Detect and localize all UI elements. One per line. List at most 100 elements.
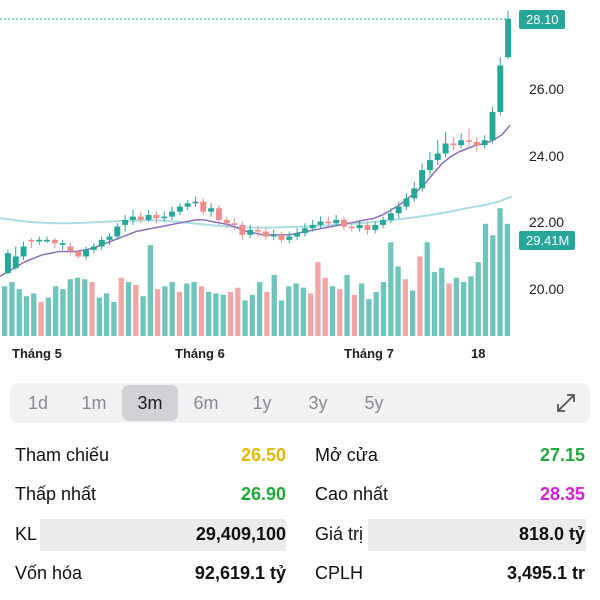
candle-body — [145, 214, 152, 220]
volume-bar — [249, 294, 255, 336]
low-value: 26.90 — [240, 484, 286, 504]
candle-body — [122, 219, 129, 225]
candle-body — [450, 143, 457, 146]
candle-body — [231, 223, 238, 225]
volume-bar — [300, 287, 306, 336]
volume-bar — [417, 256, 423, 336]
open-value: 27.15 — [539, 445, 585, 465]
expand-icon[interactable] — [554, 391, 578, 415]
volume-bar — [315, 262, 321, 336]
candle-body — [36, 239, 43, 242]
timeframe-3m[interactable]: 3m — [122, 385, 178, 421]
candle-body — [380, 219, 387, 225]
candle-body — [200, 201, 207, 212]
candle-body — [325, 221, 332, 224]
volume-bar — [351, 294, 357, 336]
candle-body — [98, 239, 105, 247]
candle-body — [114, 226, 121, 237]
candle-body — [481, 140, 488, 146]
volume-bar — [439, 267, 445, 336]
volume-bar — [96, 297, 102, 336]
open-label: Mở cửa — [315, 445, 378, 465]
volume-bar — [235, 287, 241, 336]
volume-bar — [74, 277, 81, 336]
timeframe-5y[interactable]: 5y — [364, 392, 384, 413]
volume-bar — [155, 289, 161, 336]
candle-body — [458, 140, 465, 146]
volume-bar — [147, 245, 153, 336]
y-tick-26: 26.00 — [529, 81, 565, 97]
candle-body — [497, 65, 504, 112]
volume-bar — [67, 279, 73, 336]
volume-bar — [278, 300, 285, 336]
volume-bar — [53, 286, 59, 336]
volume-bar — [133, 284, 139, 336]
volume-bar — [293, 283, 299, 336]
candle-body — [395, 206, 402, 214]
volume-bar — [366, 299, 372, 336]
candle-body — [466, 140, 472, 142]
candle-body — [75, 251, 82, 257]
volume-bar — [475, 262, 481, 336]
candle-body — [426, 160, 433, 171]
turnover-shade — [368, 519, 586, 551]
timeframe-1y[interactable]: 1y — [252, 392, 272, 413]
candle-body — [12, 256, 19, 269]
volume-bar — [388, 242, 394, 336]
timeframe-6m[interactable]: 6m — [193, 392, 219, 413]
turnover-label: Giá trị — [315, 524, 364, 544]
candle-body — [403, 198, 410, 207]
high-label: Cao nhất — [315, 484, 389, 504]
volume-bar — [322, 277, 328, 336]
volume-bar — [140, 296, 146, 336]
volume-bar — [395, 266, 401, 336]
volume-value: 29,409,100 — [195, 524, 286, 544]
volume-shade — [40, 519, 286, 551]
shares-outstanding-value: 3,495.1 tr — [506, 563, 585, 583]
candle-body — [106, 236, 113, 240]
volume-bar — [410, 290, 416, 336]
candle-body — [294, 233, 301, 237]
candle-body — [83, 249, 90, 257]
candle-body — [309, 224, 316, 229]
y-tick-20: 20.00 — [529, 281, 565, 297]
volume-bar — [359, 283, 365, 336]
volume-bar — [227, 291, 234, 336]
candle-body — [51, 239, 58, 244]
timeframe-3y[interactable]: 3y — [308, 392, 328, 413]
volume-bar — [461, 282, 467, 336]
volume-bar — [104, 293, 110, 336]
candle-body — [184, 203, 191, 207]
high-value: 28.35 — [539, 484, 585, 504]
volume-label: KL — [15, 524, 38, 544]
volume-bar — [380, 282, 387, 336]
timeframe-1d[interactable]: 1d — [27, 392, 49, 413]
low-label: Thấp nhất — [15, 484, 97, 504]
last-price-tag: 28.10 — [519, 10, 565, 29]
candle-body — [340, 219, 347, 227]
candle-body — [434, 153, 441, 161]
candle-body — [215, 208, 222, 220]
candle-body — [364, 224, 371, 230]
ma-long-line — [0, 195, 513, 229]
volume-bar — [468, 276, 474, 336]
candle-body — [489, 111, 496, 141]
stat-row-reference-open: Tham chiếu 26.50 Mở cửa 27.15 — [0, 437, 600, 476]
candle-body — [44, 239, 50, 242]
volume-bar — [482, 223, 489, 336]
price-chart-canvas[interactable] — [0, 0, 600, 375]
candle-body — [169, 211, 176, 217]
candle-body — [286, 236, 293, 240]
candle-body — [255, 229, 261, 232]
volume-bar — [23, 296, 30, 336]
candle-body — [247, 229, 254, 235]
reference-value: 26.50 — [240, 445, 286, 465]
x-label-may: Tháng 5 — [12, 346, 62, 361]
candle-body — [28, 239, 35, 242]
price-chart[interactable]: 26.00 24.00 22.00 20.00 28.10 29.41M Thá… — [0, 0, 600, 375]
timeframe-1m[interactable]: 1m — [81, 392, 107, 413]
volume-bar — [497, 208, 503, 336]
volume-bar — [286, 286, 292, 336]
volume-bar — [60, 289, 66, 336]
volume-bar — [169, 282, 175, 336]
